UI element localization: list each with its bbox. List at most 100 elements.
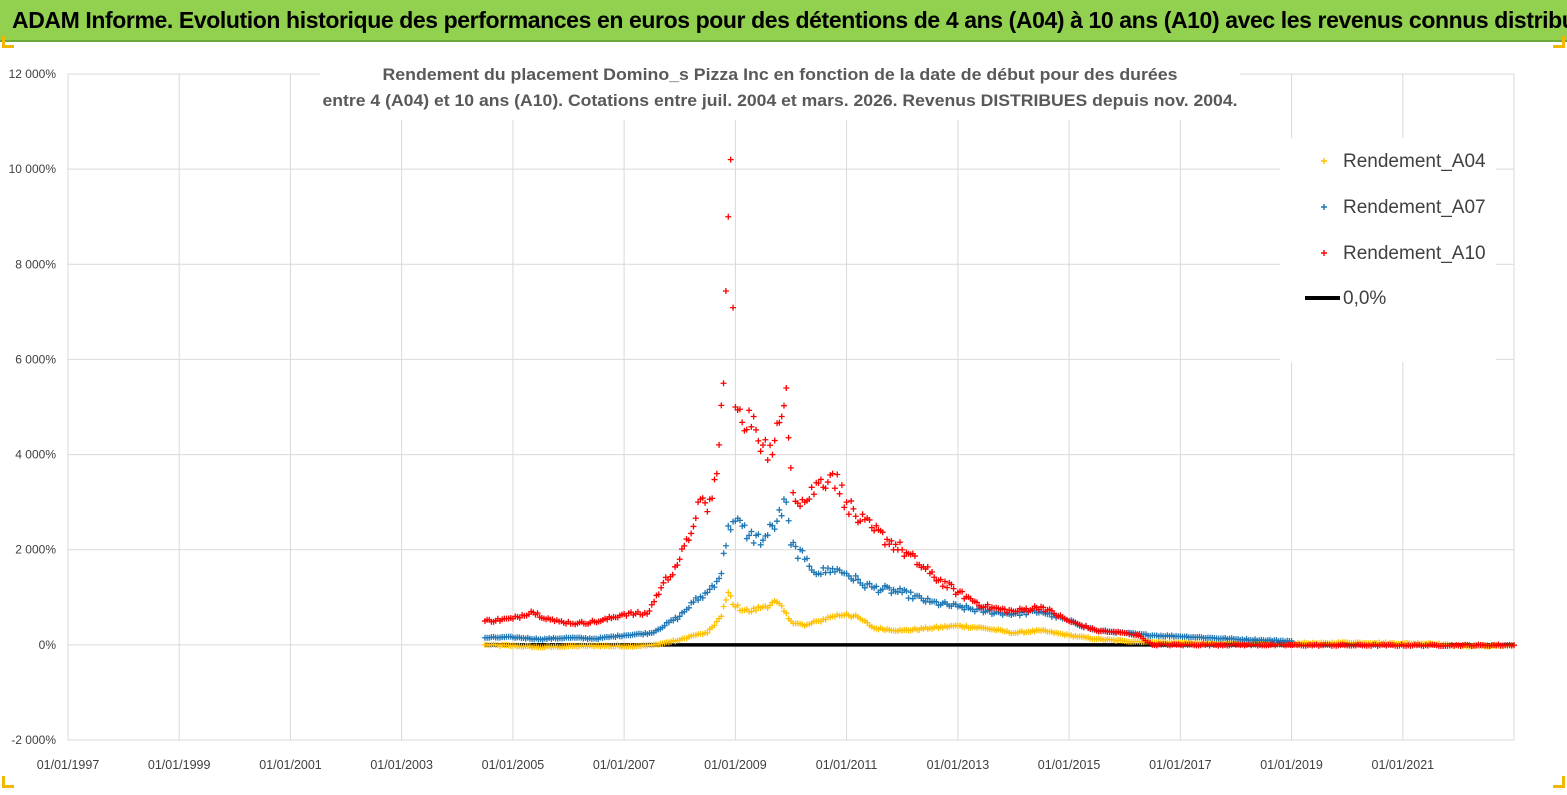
data-point — [1453, 642, 1460, 649]
data-point — [773, 518, 780, 525]
data-point — [822, 485, 829, 492]
data-point — [716, 615, 723, 622]
data-point — [827, 614, 834, 621]
legend-marker — [1321, 250, 1327, 256]
data-point — [810, 491, 817, 498]
data-point — [725, 522, 732, 529]
data-point — [730, 518, 737, 525]
data-point — [1063, 631, 1070, 638]
data-point — [817, 571, 824, 578]
data-point — [720, 380, 727, 387]
scatter-chart: -2 000% 0% 2 000% 4 000% 6 000% 8 000% 10 000%… — [9, 54, 1517, 772]
y-tick-label: 12 000% — [9, 67, 57, 81]
corner-mark-bottom-right — [1553, 776, 1565, 788]
data-point — [590, 643, 597, 650]
x-tick-label: 01/01/2007 — [593, 758, 656, 772]
data-point — [924, 595, 931, 602]
data-point — [695, 597, 702, 604]
data-point — [861, 584, 868, 591]
data-point — [879, 529, 886, 536]
data-point — [790, 539, 797, 546]
data-point — [836, 490, 843, 497]
data-point — [852, 572, 859, 579]
data-point — [648, 601, 655, 608]
data-point — [674, 616, 681, 623]
data-point — [769, 522, 776, 529]
x-tick-label: 01/01/2021 — [1372, 758, 1435, 772]
data-point — [848, 497, 855, 504]
title-banner: ADAM Informe. Evolution historique des p… — [0, 0, 1567, 42]
data-point — [799, 547, 806, 554]
legend-label: Rendement_A10 — [1343, 243, 1486, 264]
data-point — [713, 578, 720, 585]
data-point — [771, 526, 778, 533]
data-point — [746, 407, 753, 414]
data-point — [783, 610, 790, 617]
data-point — [897, 539, 904, 546]
data-point — [525, 611, 532, 618]
data-point — [1008, 607, 1015, 614]
data-point — [871, 527, 878, 534]
data-point — [1133, 632, 1140, 639]
x-tick-label: 01/01/1999 — [148, 758, 211, 772]
data-point — [688, 632, 695, 639]
data-point — [897, 585, 904, 592]
data-point — [780, 496, 787, 503]
data-point — [778, 413, 785, 420]
data-point — [681, 542, 688, 549]
data-point — [702, 499, 709, 506]
legend: Rendement_A04 Rendement_A07 Rendement_A10 0… — [1280, 138, 1496, 362]
data-point — [743, 606, 750, 613]
data-point — [931, 574, 938, 581]
data-point — [711, 584, 718, 591]
x-tick-label: 01/01/2009 — [704, 758, 767, 772]
data-point — [669, 571, 676, 578]
data-point — [808, 484, 815, 491]
data-point — [933, 598, 940, 605]
data-point — [907, 589, 914, 596]
data-point — [722, 287, 729, 294]
data-point — [771, 597, 778, 604]
corner-mark-bottom-left — [2, 776, 14, 788]
axis-labels: -2 000% 0% 2 000% 4 000% 6 000% 8 000% 10 000%… — [9, 67, 1435, 772]
data-point — [748, 528, 755, 535]
data-point — [961, 606, 968, 613]
data-point — [759, 442, 766, 449]
data-point — [767, 442, 774, 449]
data-point — [776, 506, 783, 513]
data-point — [730, 601, 737, 608]
data-point — [722, 597, 729, 604]
data-point — [725, 213, 732, 220]
data-point — [674, 562, 681, 569]
series-Rendement_A10 — [481, 156, 1517, 650]
data-point — [790, 489, 797, 496]
data-point — [866, 516, 873, 523]
data-point — [792, 543, 799, 550]
data-point — [929, 569, 936, 575]
data-point — [868, 623, 875, 630]
data-point — [718, 570, 725, 577]
data-point — [937, 576, 944, 583]
data-point — [741, 522, 748, 529]
data-point — [868, 524, 875, 531]
series-layer — [481, 156, 1517, 651]
y-tick-label: 2 000% — [15, 543, 56, 557]
data-point — [886, 584, 893, 591]
data-point — [924, 563, 931, 570]
data-point — [743, 426, 750, 433]
data-point — [692, 515, 699, 522]
y-tick-label: 10 000% — [9, 162, 57, 176]
data-point — [750, 539, 757, 546]
data-point — [665, 576, 672, 583]
data-point — [888, 590, 895, 597]
data-point — [952, 601, 959, 608]
corner-mark-top-left — [2, 36, 14, 48]
data-point — [727, 156, 734, 163]
data-point — [866, 580, 873, 587]
banner-title: ADAM Informe. Evolution historique des p… — [12, 7, 1567, 33]
data-point — [941, 578, 948, 585]
legend-background — [1280, 138, 1496, 362]
data-point — [674, 637, 681, 644]
data-point — [843, 499, 850, 506]
data-point — [1508, 642, 1515, 649]
